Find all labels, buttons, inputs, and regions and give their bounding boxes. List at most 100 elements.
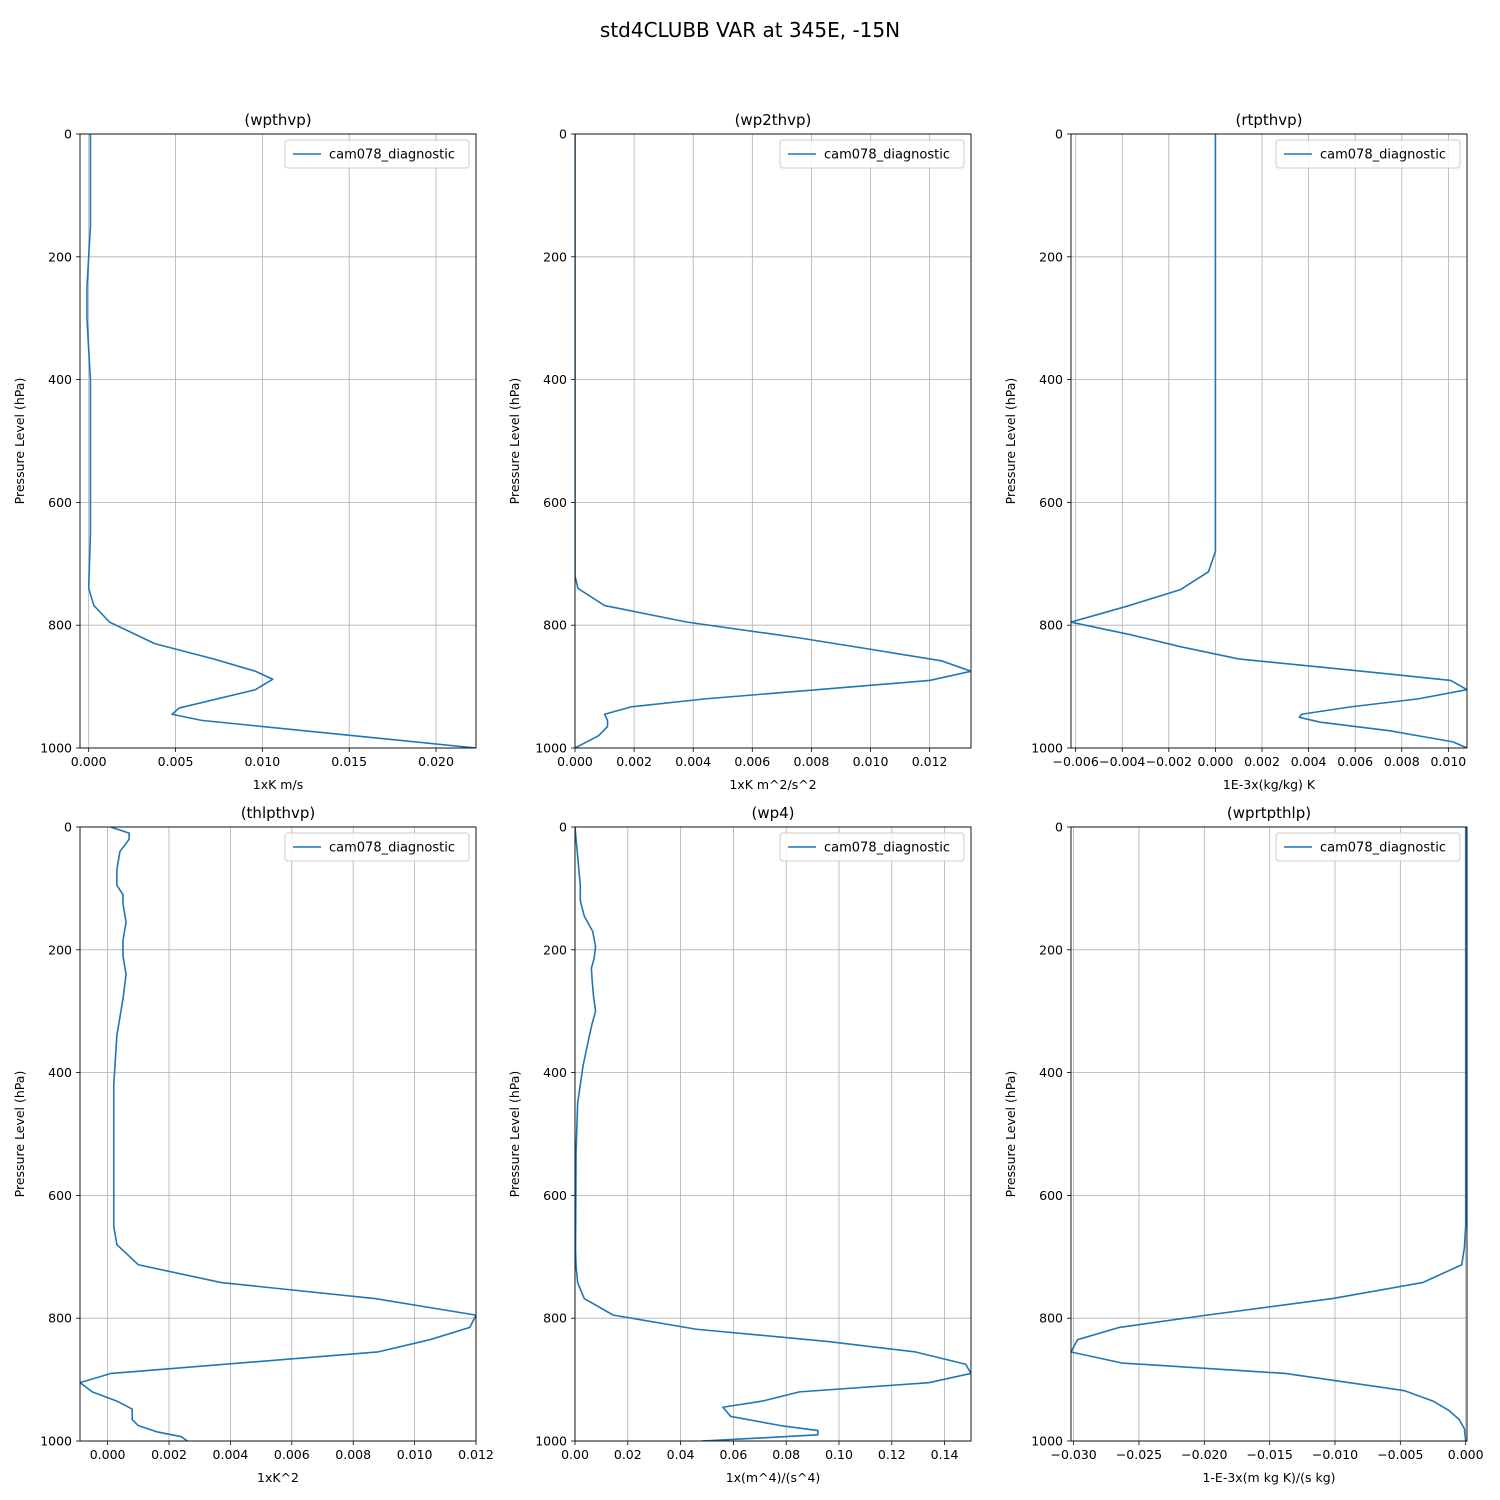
y-tick-label: 800 [48, 618, 72, 633]
y-tick-label: 1000 [1031, 1434, 1063, 1449]
legend-box [1275, 832, 1461, 862]
series-line [80, 827, 476, 1441]
y-tick-label: 800 [48, 1311, 72, 1326]
panel-6: −0.030 −0.025 −0.020 −0.015 −0.010 −0.005 0.00… [1003, 804, 1484, 1485]
legend-label: cam078_diagnostic [329, 148, 455, 163]
axes-frame [1070, 826, 1468, 1442]
y-tick-label: 600 [543, 495, 567, 510]
y-tick-label: 200 [543, 942, 567, 957]
x-tick-label: 0.000 [71, 754, 107, 769]
y-tick-label: 200 [1039, 249, 1063, 264]
panel-5: 0.00 0.02 0.04 0.06 0.08 0.10 0.12 0.14 0 200 400 6… [507, 804, 972, 1485]
x-tick-label: 0.000 [90, 1447, 126, 1462]
y-tick-label: 400 [543, 1065, 567, 1080]
y-tick-label: 0 [64, 127, 72, 142]
y-tick-label: 0 [1055, 127, 1063, 142]
y-tick-label: 600 [1039, 1188, 1063, 1203]
x-tick-label: −0.002 [1146, 754, 1192, 769]
x-axis-label: 1E-3x(kg/kg) K [1223, 777, 1316, 792]
x-tick-label: 0.04 [667, 1447, 695, 1462]
x-tick-label: 0.004 [213, 1447, 249, 1462]
x-tick-label: −0.010 [1312, 1447, 1358, 1462]
x-axis-label: 1-E-3x(m kg K)/(s kg) [1202, 1470, 1335, 1485]
y-tick-label: 200 [48, 249, 72, 264]
y-tick-label: 1000 [535, 1434, 567, 1449]
y-tick-label: 1000 [535, 741, 567, 756]
legend-box [284, 832, 470, 862]
panel-3: −0.006 −0.004 −0.002 0.000 0.002 0.004 0.006 0.… [1003, 111, 1468, 792]
legend-box [779, 139, 965, 169]
y-axis-label: Pressure Level (hPa) [507, 1071, 522, 1198]
x-tick-label: 0.010 [244, 754, 280, 769]
x-tick-label: 0.008 [1384, 754, 1420, 769]
x-tick-label: 0.008 [335, 1447, 371, 1462]
x-tick-label: 0.14 [931, 1447, 959, 1462]
legend-label: cam078_diagnostic [329, 841, 455, 856]
x-axis-label: 1x(m^4)/(s^4) [726, 1470, 821, 1485]
panel-4: 0.000 0.002 0.004 0.006 0.008 0.010 0.012 0 200 4… [12, 804, 494, 1485]
x-tick-label: 0.12 [878, 1447, 906, 1462]
x-axis-label: 1xK m/s [253, 777, 303, 792]
y-tick-label: 600 [1039, 495, 1063, 510]
y-tick-label: 1000 [40, 741, 72, 756]
x-tick-label: −0.025 [1116, 1447, 1162, 1462]
x-tick-label: 0.020 [418, 754, 454, 769]
y-axis-label: Pressure Level (hPa) [507, 378, 522, 505]
axes-frame [79, 826, 477, 1442]
figure-title: std4CLUBB VAR at 345E, -15N [600, 18, 900, 42]
y-tick-label: 400 [48, 1065, 72, 1080]
y-tick-label: 400 [48, 372, 72, 387]
panel-title: (wp2thvp) [735, 111, 812, 129]
x-tick-label: 0.002 [616, 754, 652, 769]
x-tick-label: 0.00 [561, 1447, 589, 1462]
x-tick-label: 0.012 [458, 1447, 494, 1462]
panel-1: 0.000 0.005 0.010 0.015 0.020 0 200 400 600 800 10… [12, 111, 477, 792]
y-tick-label: 200 [48, 942, 72, 957]
legend: cam078_diagnostic [284, 832, 470, 862]
panel-title: (thlpthvp) [241, 804, 316, 822]
x-tick-label: 0.010 [397, 1447, 433, 1462]
x-tick-label: 0.002 [1244, 754, 1280, 769]
x-tick-label: 0.004 [1291, 754, 1327, 769]
x-tick-label: 0.015 [331, 754, 367, 769]
y-tick-label: 800 [543, 618, 567, 633]
x-tick-label: 0.000 [557, 754, 593, 769]
y-axis-label: Pressure Level (hPa) [1003, 378, 1018, 505]
x-tick-label: 0.010 [1430, 754, 1466, 769]
x-tick-label: −0.030 [1050, 1447, 1096, 1462]
axes-frame [1070, 133, 1468, 749]
panel-title: (wpthvp) [244, 111, 311, 129]
series-line [575, 827, 971, 1441]
panel-title: (wprtpthlp) [1227, 804, 1311, 822]
series-line [1071, 134, 1467, 748]
axes-frame [574, 133, 972, 749]
legend-label: cam078_diagnostic [1320, 148, 1446, 163]
x-tick-label: 0.000 [1198, 754, 1234, 769]
x-tick-label: 0.004 [675, 754, 711, 769]
y-tick-label: 800 [543, 1311, 567, 1326]
legend-box [779, 832, 965, 862]
x-tick-label: −0.015 [1247, 1447, 1293, 1462]
x-tick-label: −0.020 [1181, 1447, 1227, 1462]
x-tick-label: 0.006 [274, 1447, 310, 1462]
series-line [86, 134, 476, 748]
legend: cam078_diagnostic [779, 139, 965, 169]
legend: cam078_diagnostic [1275, 139, 1461, 169]
legend-label: cam078_diagnostic [1320, 841, 1446, 856]
y-tick-label: 400 [1039, 1065, 1063, 1080]
x-tick-label: 0.06 [719, 1447, 747, 1462]
legend-label: cam078_diagnostic [824, 148, 950, 163]
x-tick-label: 0.008 [794, 754, 830, 769]
x-tick-label: 0.005 [158, 754, 194, 769]
x-tick-label: −0.004 [1099, 754, 1145, 769]
y-tick-label: 200 [543, 249, 567, 264]
series-line [575, 134, 971, 748]
panel-2: 0.000 0.002 0.004 0.006 0.008 0.010 0.012 0 200 4… [507, 111, 972, 792]
x-tick-label: 0.002 [151, 1447, 187, 1462]
y-tick-label: 1000 [1031, 741, 1063, 756]
y-tick-label: 600 [48, 495, 72, 510]
x-tick-label: 0.000 [1448, 1447, 1484, 1462]
axes-frame [574, 826, 972, 1442]
x-tick-label: 0.02 [614, 1447, 642, 1462]
